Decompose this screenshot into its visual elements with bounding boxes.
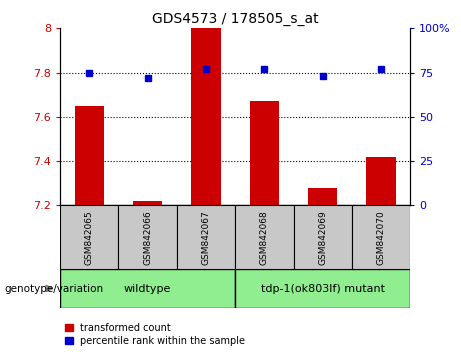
FancyBboxPatch shape	[235, 205, 294, 269]
FancyBboxPatch shape	[352, 205, 410, 269]
Bar	[75, 106, 104, 205]
Text: GSM842068: GSM842068	[260, 210, 269, 264]
FancyBboxPatch shape	[294, 205, 352, 269]
Text: GSM842069: GSM842069	[318, 210, 327, 264]
Text: tdp-1(ok803lf) mutant: tdp-1(ok803lf) mutant	[261, 284, 384, 293]
Text: wildtype: wildtype	[124, 284, 171, 293]
FancyBboxPatch shape	[118, 205, 177, 269]
Bar	[191, 28, 220, 205]
Bar	[133, 201, 162, 205]
Bar	[308, 188, 337, 205]
Text: GSM842070: GSM842070	[377, 210, 385, 264]
Text: GSM842066: GSM842066	[143, 210, 152, 264]
FancyBboxPatch shape	[60, 205, 118, 269]
Text: GSM842065: GSM842065	[85, 210, 94, 264]
Text: GSM842067: GSM842067	[201, 210, 210, 264]
Legend: transformed count, percentile rank within the sample: transformed count, percentile rank withi…	[65, 323, 245, 346]
Bar	[250, 101, 279, 205]
FancyBboxPatch shape	[235, 269, 410, 308]
FancyBboxPatch shape	[177, 205, 235, 269]
Text: genotype/variation: genotype/variation	[5, 284, 104, 293]
Title: GDS4573 / 178505_s_at: GDS4573 / 178505_s_at	[152, 12, 319, 26]
Bar	[366, 156, 396, 205]
FancyBboxPatch shape	[60, 269, 235, 308]
